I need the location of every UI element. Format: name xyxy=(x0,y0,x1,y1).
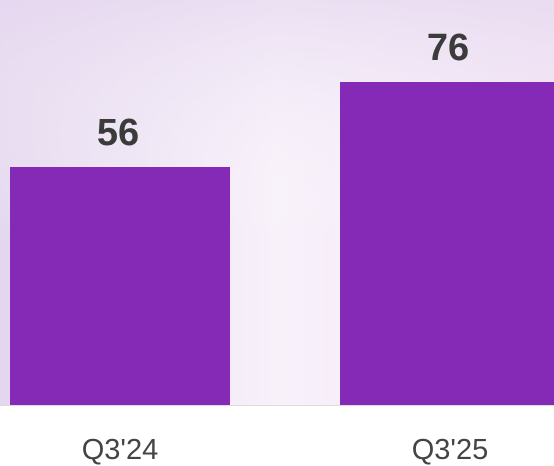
x-tick-label: Q3'25 xyxy=(412,434,488,466)
bar xyxy=(10,167,230,405)
bar xyxy=(340,82,554,405)
footer-background xyxy=(0,405,554,466)
value-label: 76 xyxy=(427,27,469,69)
value-label: 56 xyxy=(97,112,139,154)
x-tick-label: Q3'24 xyxy=(82,434,158,466)
